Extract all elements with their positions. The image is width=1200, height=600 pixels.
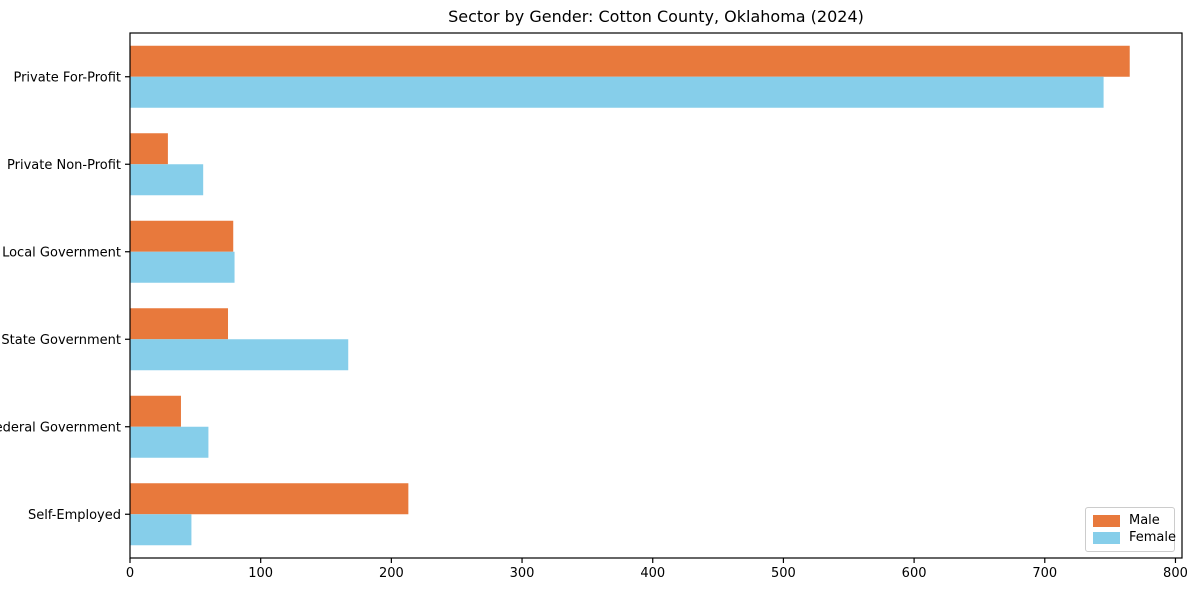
x-tick-label-200: 200 [379, 566, 404, 581]
y-axis-label-2: Local Government [2, 245, 121, 260]
y-axis-label-0: Private For-Profit [13, 70, 121, 85]
y-axis-label-4: Federal Government [0, 420, 121, 435]
bar-female-4 [130, 426, 209, 458]
legend-label-male: Male [1129, 513, 1160, 528]
x-tick-label-700: 700 [1032, 566, 1057, 581]
female-series-swatch [1093, 532, 1120, 544]
x-tick-label-500: 500 [771, 566, 796, 581]
bar-female-1 [130, 164, 204, 196]
bar-male-5 [130, 483, 409, 515]
bar-female-5 [130, 514, 192, 546]
chart-title: Sector by Gender: Cotton County, Oklahom… [448, 7, 864, 26]
x-tick-label-0: 0 [126, 566, 134, 581]
legend-item-female: Female [1093, 531, 1176, 545]
bar-male-3 [130, 308, 229, 340]
legend-label-female: Female [1129, 530, 1177, 545]
bar-female-2 [130, 251, 235, 283]
bar-female-3 [130, 339, 349, 371]
bar-female-0 [130, 76, 1104, 108]
x-tick-label-300: 300 [510, 566, 535, 581]
bar-male-2 [130, 220, 234, 252]
x-tick-label-100: 100 [248, 566, 273, 581]
male-series-swatch [1093, 515, 1120, 527]
x-tick-label-400: 400 [640, 566, 665, 581]
bar-male-4 [130, 395, 181, 427]
y-axis-label-1: Private Non-Profit [7, 158, 121, 173]
y-axis-label-5: Self-Employed [28, 508, 121, 523]
plot-border [129, 32, 1183, 559]
legend: Male Female [1085, 507, 1176, 552]
y-axis-label-3: State Government [1, 333, 121, 348]
legend-item-male: Male [1093, 514, 1166, 528]
x-tick-label-600: 600 [902, 566, 927, 581]
bar-male-1 [130, 133, 168, 165]
bar-male-0 [130, 45, 1130, 77]
x-tick-label-800: 800 [1163, 566, 1188, 581]
